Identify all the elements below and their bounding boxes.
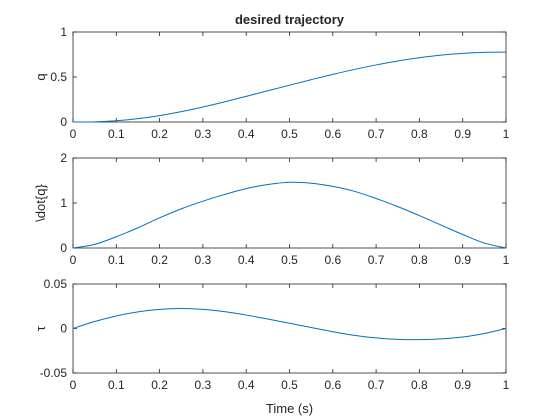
x-tick-label: 0.1	[108, 378, 125, 392]
x-tick-label: 0.2	[151, 127, 168, 141]
x-tick-label: 1	[503, 127, 510, 141]
x-tick-label: 1	[503, 253, 510, 267]
x-tick-label: 0.9	[454, 253, 471, 267]
x-tick-label: 0.4	[238, 378, 255, 392]
x-tick-label: 0	[70, 378, 77, 392]
y-tick-label: 0	[60, 241, 67, 255]
y-tick-label: 0.5	[50, 70, 67, 84]
y-axis-label: \dot{q}	[33, 184, 48, 222]
y-tick-label: -0.05	[40, 366, 68, 380]
x-axis-label: Time (s)	[266, 401, 313, 416]
axes-frame	[72, 283, 507, 374]
x-tick-label: 0.7	[368, 253, 385, 267]
y-tick-label: 1	[60, 25, 67, 39]
x-tick-label: 0.8	[411, 253, 428, 267]
y-axis-label: τ	[33, 325, 48, 331]
x-tick-label: 0.8	[411, 127, 428, 141]
axes-frame	[72, 31, 507, 123]
x-tick-label: 1	[503, 378, 510, 392]
x-tick-label: 0.9	[454, 127, 471, 141]
x-tick-label: 0.4	[238, 127, 255, 141]
x-tick-label: 0.7	[368, 378, 385, 392]
x-tick-label: 0.5	[281, 253, 298, 267]
x-tick-label: 0.8	[411, 378, 428, 392]
x-tick-label: 0.6	[324, 253, 341, 267]
x-tick-label: 0.2	[151, 253, 168, 267]
x-tick-label: 0.9	[454, 378, 471, 392]
subplot-2: 0 0.1 0.2 0.3 0.4 0.5 0.6 0.7 0.8 0.9 1 0 1 2 \dot{q}	[33, 151, 510, 267]
x-tick-label: 0.3	[195, 378, 212, 392]
x-tick-label: 0.1	[108, 127, 125, 141]
x-tick-label: 0.5	[281, 127, 298, 141]
x-tick-label: 0.6	[324, 127, 341, 141]
x-tick-label: 0.3	[195, 253, 212, 267]
series-line-1	[72, 181, 507, 249]
y-tick-label: 0.05	[44, 277, 68, 291]
y-axis-label: q	[33, 73, 48, 80]
x-tick-label: 0.4	[238, 253, 255, 267]
x-tick-label: 0.2	[151, 378, 168, 392]
subplot-1: 0 0.1 0.2 0.3 0.4 0.5 0.6 0.7 0.8 0.9 1 0 0.5 1 q desir…	[33, 12, 510, 141]
y-tick-label: 2	[60, 151, 67, 165]
y-tick-label: 0	[60, 322, 67, 336]
x-tick-label: 0	[70, 127, 77, 141]
x-tick-label: 0.6	[324, 378, 341, 392]
x-tick-label: 0.3	[195, 127, 212, 141]
series-line-1	[72, 308, 507, 341]
x-tick-label: 0.5	[281, 378, 298, 392]
series-line-1	[72, 51, 507, 123]
y-tick-label: 1	[60, 196, 67, 210]
x-tick-label: 0	[70, 253, 77, 267]
subplot-3: 0 0.1 0.2 0.3 0.4 0.5 0.6 0.7 0.8 0.9 1-0.0500.05τ…	[33, 277, 510, 416]
chart-title: desired trajectory	[235, 12, 345, 27]
y-tick-label: 0	[60, 115, 67, 129]
x-tick-label: 0.1	[108, 253, 125, 267]
axes-frame	[72, 157, 507, 249]
x-tick-label: 0.7	[368, 127, 385, 141]
